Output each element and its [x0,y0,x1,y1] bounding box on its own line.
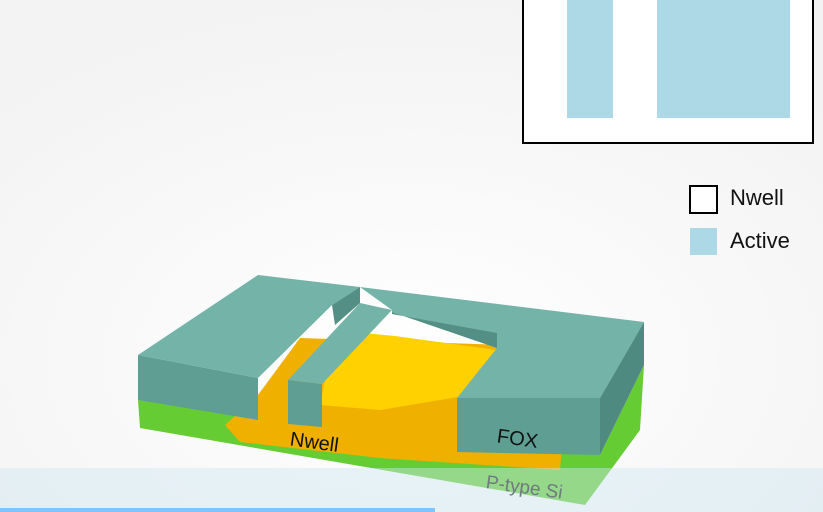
fox-top [138,275,360,378]
active-region [567,0,613,118]
legend-label: Nwell [730,185,784,210]
fox-face [288,380,322,427]
fox-top [288,303,392,384]
fox-face [138,355,258,420]
device-3d: Nwell FOX P-type Si [138,275,644,505]
fox-top [360,287,644,398]
active-region [657,0,790,118]
legend-label: Active [730,228,790,253]
video-overlay [0,468,823,512]
progress-bar[interactable] [0,508,435,512]
fox-side [600,322,644,455]
fox-wall [392,312,497,348]
fox-wall [332,287,360,325]
legend-swatch [690,228,717,255]
legend-swatch [689,185,718,214]
layout-view [522,0,814,144]
legend: Nwell Active [689,185,790,255]
fox-face [457,398,600,455]
active-surface [320,330,497,410]
